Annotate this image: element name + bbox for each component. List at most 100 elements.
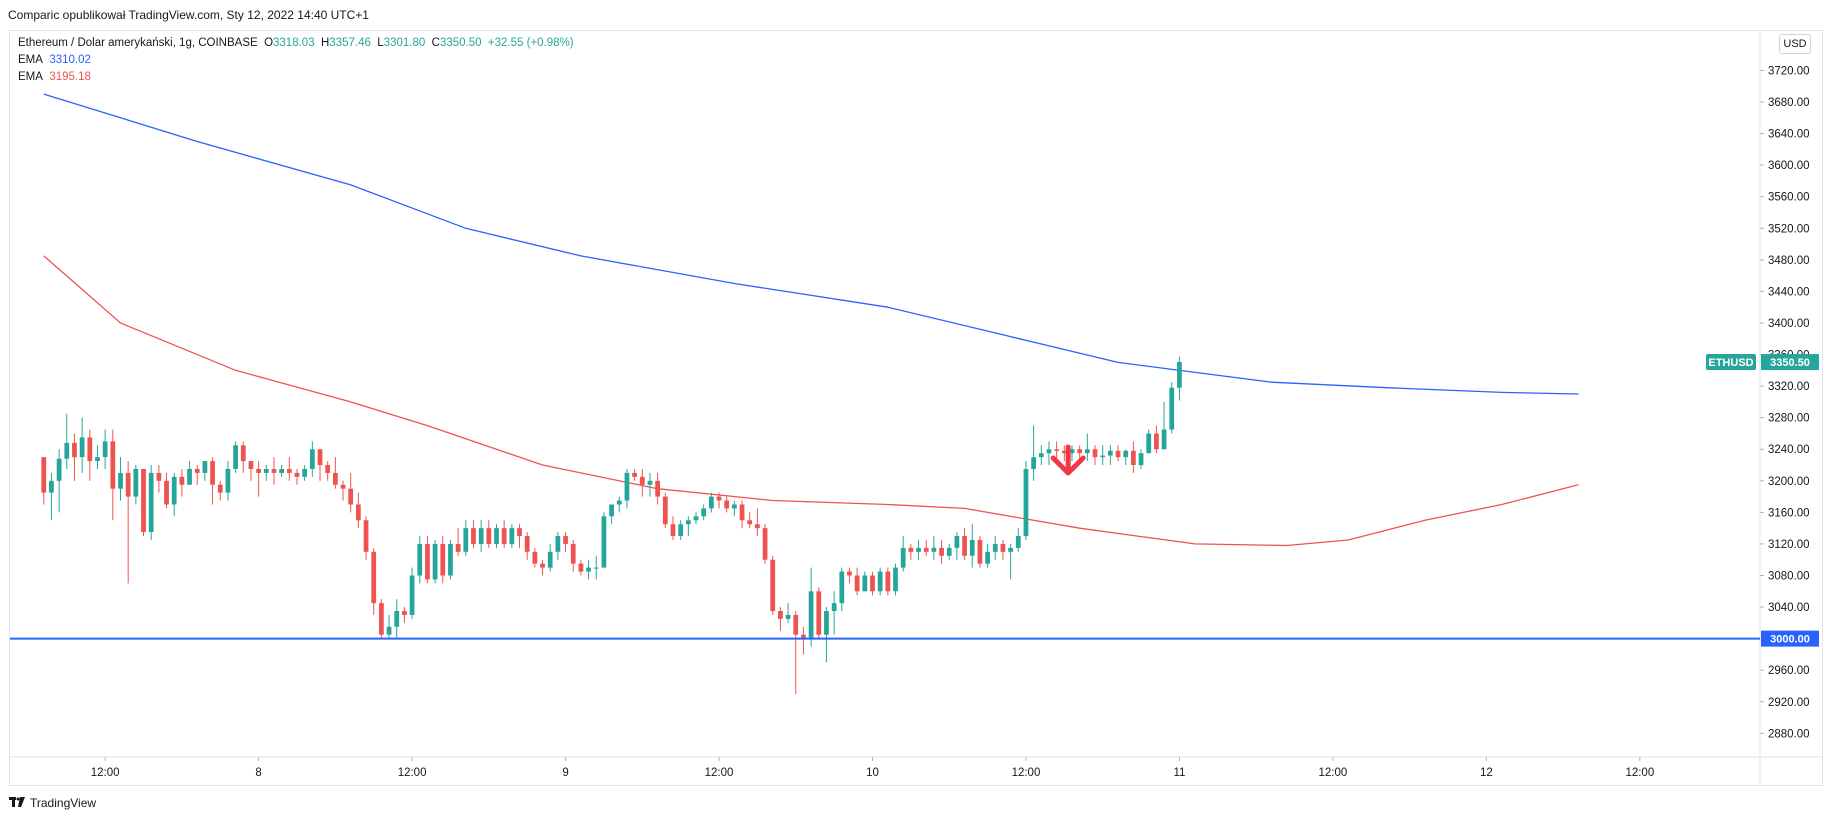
candle-body[interactable] — [701, 508, 707, 517]
candle-body[interactable] — [854, 575, 860, 592]
candle-body[interactable] — [95, 457, 100, 462]
candle-body[interactable] — [801, 634, 806, 639]
candle-body[interactable] — [831, 603, 837, 612]
candle-body[interactable] — [248, 461, 254, 469]
candle-body[interactable] — [877, 571, 883, 592]
candle-body[interactable] — [110, 441, 116, 489]
candle-body[interactable] — [371, 551, 377, 604]
candle-body[interactable] — [824, 611, 829, 635]
candle-body[interactable] — [670, 524, 676, 537]
candle-body[interactable] — [355, 504, 361, 521]
candle-body[interactable] — [348, 488, 354, 505]
candle-body[interactable] — [194, 468, 200, 473]
candle-body[interactable] — [916, 547, 921, 552]
candle-body[interactable] — [325, 465, 331, 473]
candle-body[interactable] — [448, 543, 453, 576]
candle-body[interactable] — [532, 551, 538, 564]
candle-body[interactable] — [72, 442, 77, 458]
candle-body[interactable] — [1008, 547, 1013, 552]
candle-body[interactable] — [455, 543, 461, 552]
candle-body[interactable] — [402, 611, 407, 615]
candle-body[interactable] — [87, 437, 93, 462]
candle-body[interactable] — [41, 457, 47, 493]
candle-body[interactable] — [509, 528, 515, 544]
candle-body[interactable] — [1100, 455, 1106, 458]
candle-body[interactable] — [762, 528, 768, 560]
candle-body[interactable] — [563, 536, 568, 544]
candle-body[interactable] — [309, 449, 315, 469]
candle-body[interactable] — [540, 563, 545, 568]
candle-body[interactable] — [432, 543, 438, 580]
candle-body[interactable] — [125, 472, 131, 497]
candle-body[interactable] — [49, 480, 54, 493]
candle-body[interactable] — [524, 536, 530, 552]
candle-body[interactable] — [655, 480, 661, 497]
candle-body[interactable] — [517, 528, 522, 537]
candle-body[interactable] — [486, 528, 492, 544]
candle-body[interactable] — [1015, 536, 1021, 548]
candle-body[interactable] — [1000, 543, 1006, 552]
candle-body[interactable] — [992, 543, 998, 552]
candle-body[interactable] — [923, 547, 929, 552]
candle-body[interactable] — [263, 468, 269, 473]
candle-body[interactable] — [685, 520, 691, 525]
candle-body[interactable] — [547, 551, 553, 568]
candle-body[interactable] — [501, 528, 507, 544]
candle-body[interactable] — [954, 536, 960, 548]
candle-body[interactable] — [808, 591, 814, 639]
candle-body[interactable] — [747, 520, 753, 525]
candle-body[interactable] — [340, 484, 346, 489]
candle-body[interactable] — [793, 614, 799, 635]
candle-body[interactable] — [969, 539, 975, 556]
candle-body[interactable] — [931, 547, 937, 552]
ema-slow-row[interactable]: EMA 3310.02 — [18, 52, 574, 69]
candle-body[interactable] — [985, 551, 990, 564]
candle-body[interactable] — [1138, 453, 1144, 466]
candle-body[interactable] — [302, 468, 308, 477]
candle-body[interactable] — [440, 543, 446, 576]
candle-body[interactable] — [578, 563, 584, 572]
candle-body[interactable] — [770, 559, 776, 612]
candle-body[interactable] — [1023, 468, 1029, 537]
candle-body[interactable] — [755, 524, 760, 529]
candle-body[interactable] — [187, 468, 192, 485]
candle-body[interactable] — [471, 528, 476, 544]
candle-body[interactable] — [425, 543, 430, 580]
candle-body[interactable] — [148, 472, 154, 533]
candle-body[interactable] — [317, 449, 323, 466]
candle-body[interactable] — [102, 441, 108, 458]
candle-body[interactable] — [332, 472, 338, 485]
symbol-label[interactable]: Ethereum / Dolar amerykański, 1g, COINBA… — [18, 37, 258, 49]
candle-body[interactable] — [1069, 449, 1075, 454]
candle-body[interactable] — [586, 567, 591, 572]
candle-body[interactable] — [294, 472, 300, 477]
candle-body[interactable] — [386, 626, 392, 635]
candle-body[interactable] — [286, 468, 292, 473]
ema-fast-row[interactable]: EMA 3195.18 — [18, 69, 574, 86]
candle-body[interactable] — [778, 611, 783, 619]
candle-body[interactable] — [1177, 362, 1182, 388]
candle-body[interactable] — [179, 476, 185, 485]
candle-body[interactable] — [1161, 429, 1167, 450]
candle-body[interactable] — [363, 520, 369, 552]
candle-body[interactable] — [977, 539, 983, 564]
candle-body[interactable] — [708, 496, 714, 509]
candle-body[interactable] — [394, 611, 400, 627]
candle-body[interactable] — [555, 536, 561, 552]
candle-body[interactable] — [1046, 449, 1052, 454]
candle-body[interactable] — [785, 614, 791, 619]
candle-body[interactable] — [1077, 449, 1083, 454]
candle-body[interactable] — [1092, 449, 1098, 458]
candle-body[interactable] — [739, 504, 745, 521]
candle-body[interactable] — [1054, 449, 1060, 451]
candle-body[interactable] — [133, 468, 139, 497]
candle-body[interactable] — [494, 528, 499, 544]
candle-body[interactable] — [693, 516, 699, 521]
candle-body[interactable] — [171, 476, 177, 505]
candle-body[interactable] — [233, 445, 238, 469]
candle-body[interactable] — [217, 484, 223, 493]
candle-body[interactable] — [417, 543, 423, 576]
candle-body[interactable] — [900, 547, 906, 568]
candle-body[interactable] — [210, 461, 215, 485]
candle-body[interactable] — [1084, 449, 1090, 454]
